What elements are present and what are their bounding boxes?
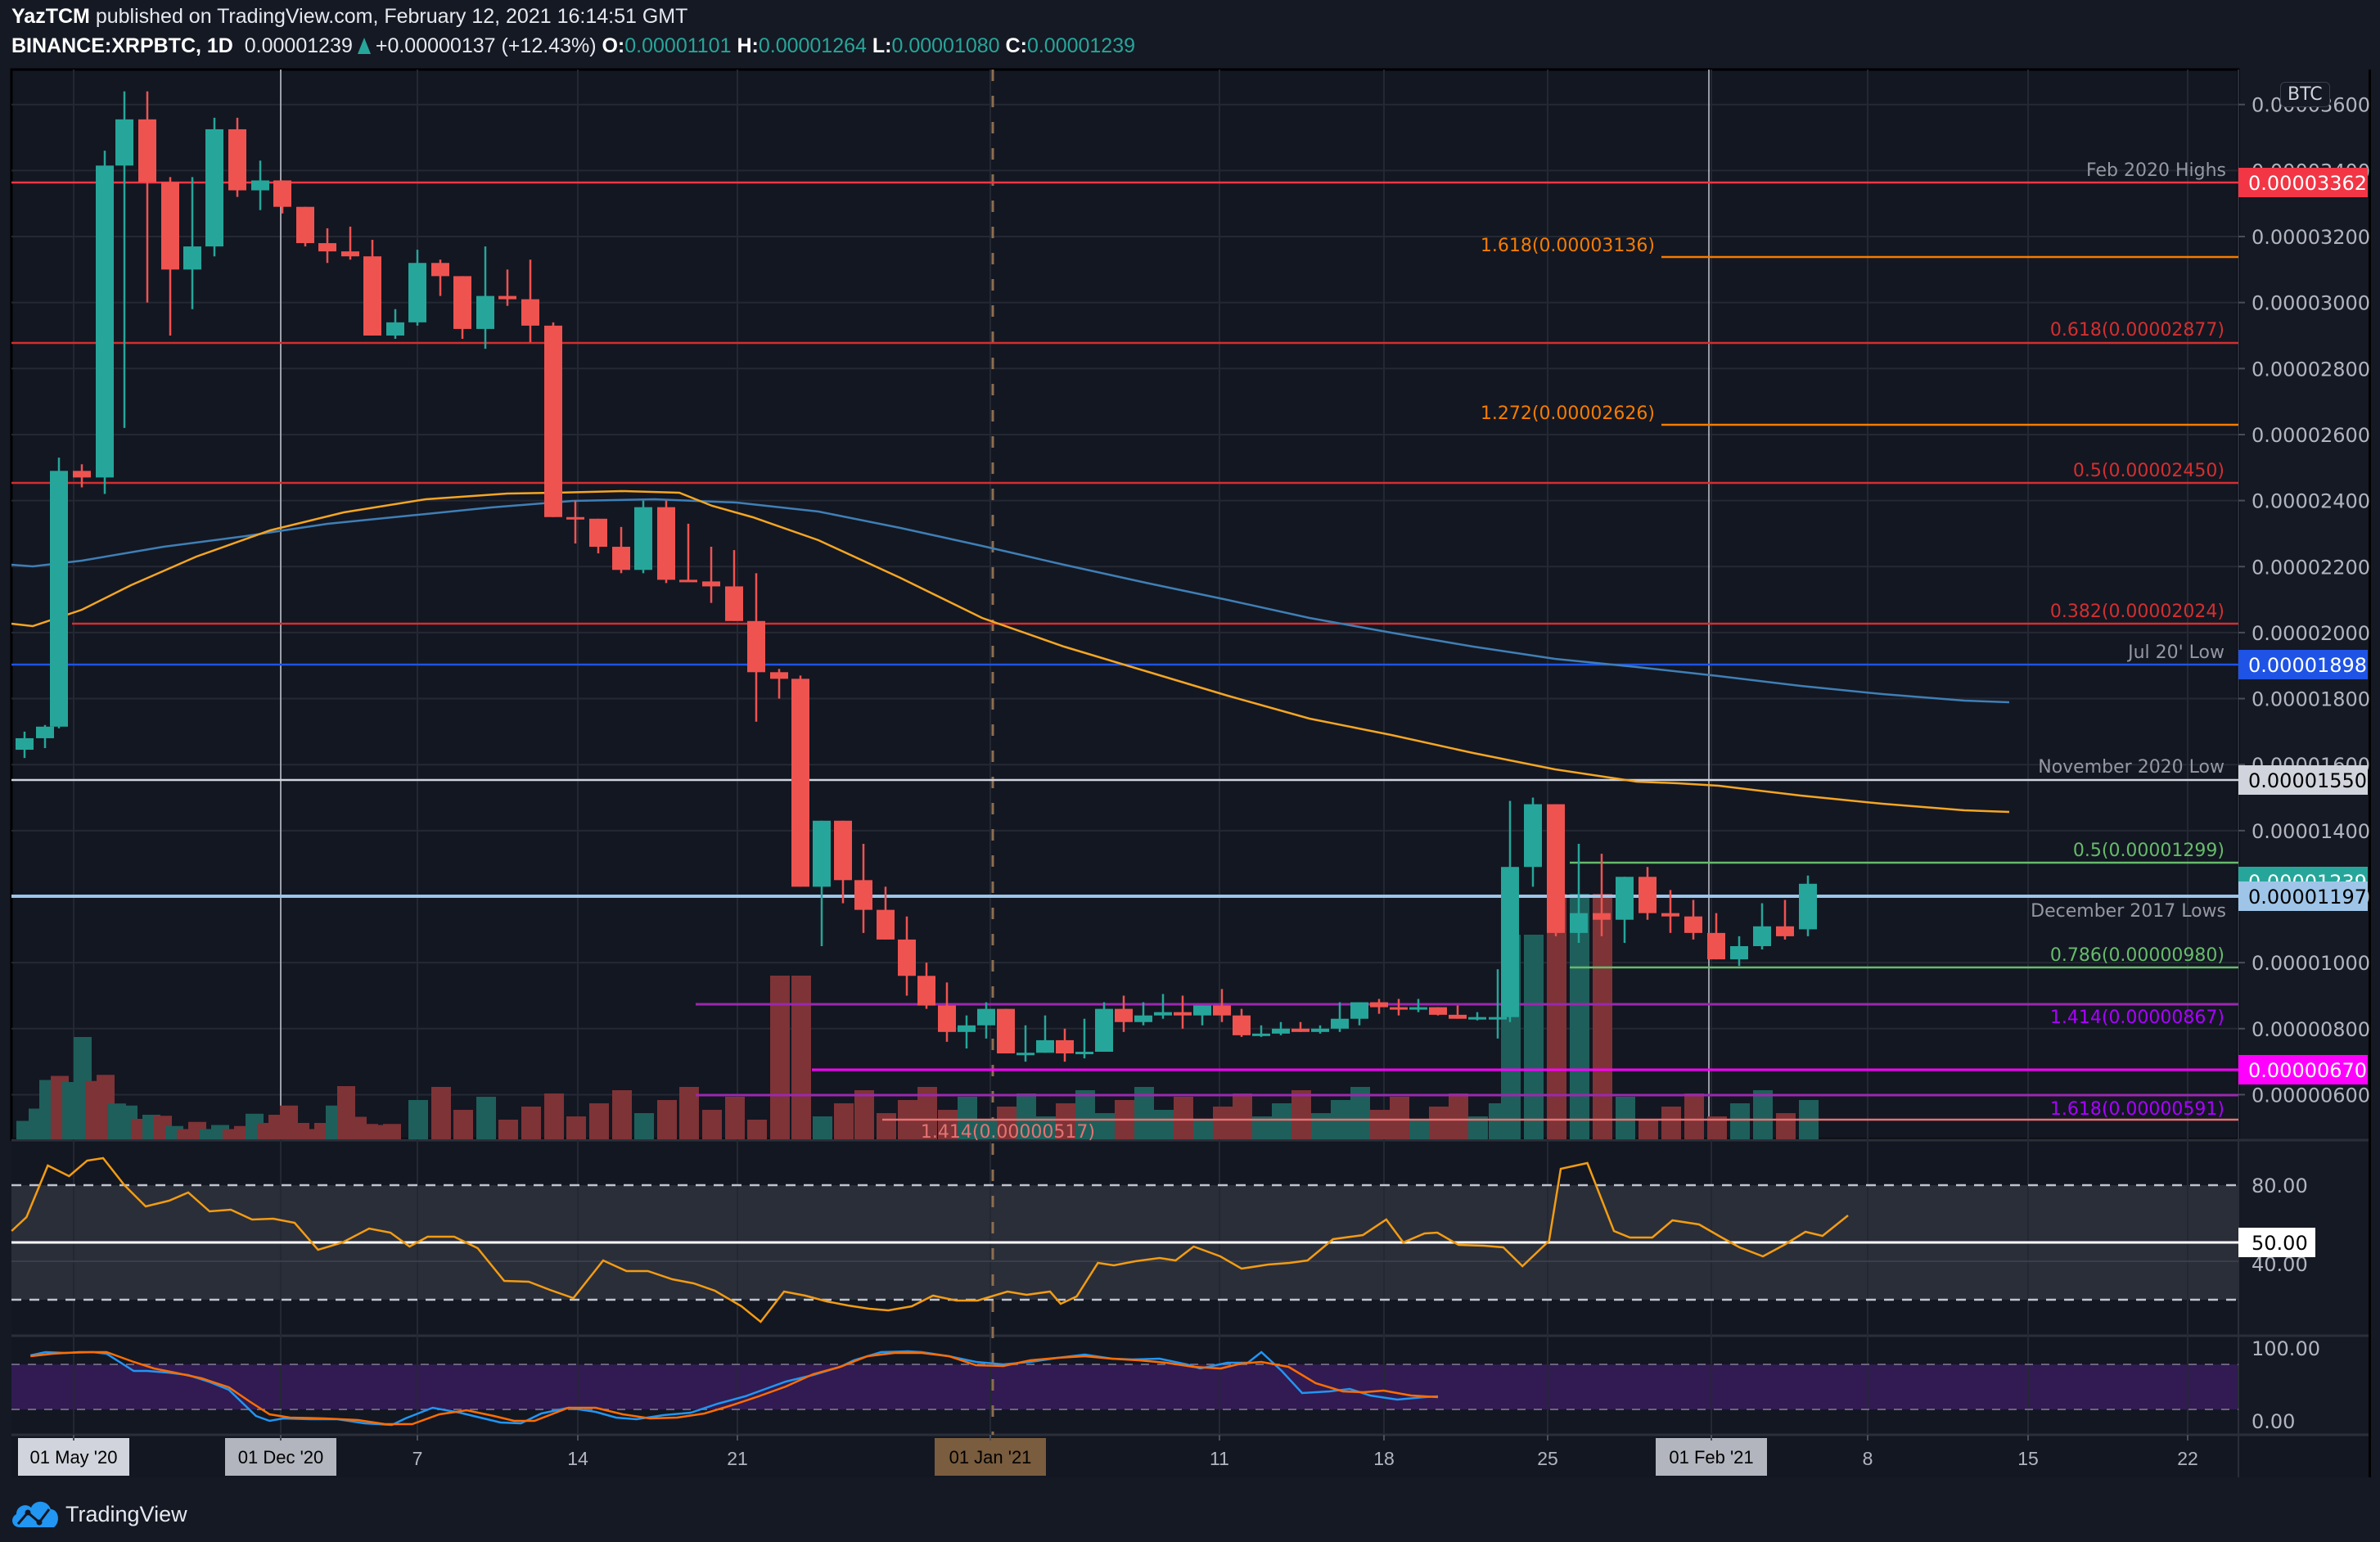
tradingview-brand: TradingView [65, 1501, 187, 1526]
moving-averages [11, 489, 2010, 814]
up-arrow-icon [357, 38, 371, 54]
svg-text:01 Jan '21: 01 Jan '21 [949, 1447, 1032, 1468]
svg-text:0.00002400: 0.00002400 [2252, 490, 2370, 513]
svg-text:0.5(0.00002450): 0.5(0.00002450) [2073, 461, 2224, 481]
svg-text:01 Feb '21: 01 Feb '21 [1669, 1447, 1753, 1468]
svg-text:November 2020 Low: November 2020 Low [2038, 757, 2224, 778]
svg-text:0.00000670: 0.00000670 [2248, 1059, 2367, 1082]
svg-text:01 May '20: 01 May '20 [30, 1447, 118, 1468]
svg-text:0.00002200: 0.00002200 [2252, 556, 2370, 579]
author-name: YazTCM [11, 5, 90, 28]
svg-text:0.00001400: 0.00001400 [2252, 820, 2370, 843]
low-label: L: [872, 34, 892, 57]
symbol-title[interactable]: BINANCE:XRPBTC, 1D [11, 34, 233, 57]
time-axis[interactable]: 01 May '20 01 Dec '20 7 14 21 01 Jan '21 11 18 2… [18, 1435, 2198, 1476]
svg-text:25: 25 [1537, 1448, 1558, 1469]
symbol-legend: BINANCE:XRPBTC, 1D 0.00001239 +0.00000137… [11, 34, 1135, 58]
svg-text:0.00001550: 0.00001550 [2248, 769, 2367, 792]
svg-text:Feb 2020 Highs: Feb 2020 Highs [2086, 160, 2226, 181]
svg-text:11: 11 [1210, 1448, 1229, 1469]
svg-text:0.618(0.00002877): 0.618(0.00002877) [2050, 320, 2224, 340]
close-label: C: [1005, 34, 1027, 57]
candlesticks [16, 91, 1817, 1062]
svg-text:0.00001898: 0.00001898 [2248, 654, 2367, 677]
svg-text:0.00002800: 0.00002800 [2252, 358, 2370, 381]
svg-text:0.00001000: 0.00001000 [2252, 952, 2370, 975]
high-value: 0.00001264 [758, 34, 867, 57]
svg-text:0.00: 0.00 [2252, 1410, 2295, 1433]
svg-text:0.00001800: 0.00001800 [2252, 688, 2370, 711]
svg-text:50.00: 50.00 [2252, 1232, 2308, 1255]
svg-text:0.00003000: 0.00003000 [2252, 292, 2370, 315]
close-value: 0.00001239 [1026, 34, 1136, 57]
low-value: 0.00001080 [891, 34, 1000, 57]
svg-text:1.414(0.00000517): 1.414(0.00000517) [921, 1122, 1095, 1143]
svg-text:0.5(0.00001299): 0.5(0.00001299) [2073, 841, 2224, 861]
svg-text:1.618(0.00003136): 1.618(0.00003136) [1481, 236, 1655, 256]
tradingview-cloud-logo-icon [12, 1501, 58, 1527]
publish-info: published on TradingView.com, February 1… [95, 5, 688, 28]
last-price: 0.00001239 [244, 34, 353, 57]
open-value: 0.00001101 [624, 34, 732, 57]
svg-text:1.618(0.00000591): 1.618(0.00000591) [2050, 1099, 2224, 1120]
svg-text:100.00: 100.00 [2252, 1337, 2320, 1360]
svg-text:18: 18 [1373, 1448, 1395, 1469]
price-change: +0.00000137 (+12.43%) [375, 34, 597, 57]
svg-text:1.414(0.00000867): 1.414(0.00000867) [2050, 1008, 2224, 1028]
svg-text:0.00003362: 0.00003362 [2248, 172, 2367, 195]
svg-text:Jul 20' Low: Jul 20' Low [2126, 642, 2224, 663]
svg-text:0.00000600: 0.00000600 [2252, 1084, 2370, 1107]
svg-text:0.00002000: 0.00002000 [2252, 622, 2370, 645]
svg-text:0.00002600: 0.00002600 [2252, 424, 2370, 447]
open-label: O: [602, 34, 625, 57]
svg-text:21: 21 [727, 1448, 748, 1469]
svg-text:22: 22 [2177, 1448, 2198, 1469]
currency-badge[interactable]: BTC [2280, 82, 2330, 107]
tradingview-footer[interactable]: TradingView [10, 1498, 187, 1531]
svg-text:14: 14 [567, 1448, 588, 1469]
svg-text:0.00003200: 0.00003200 [2252, 226, 2370, 249]
svg-text:0.00001197: 0.00001197 [2248, 886, 2367, 909]
svg-text:0.382(0.00002024): 0.382(0.00002024) [2050, 602, 2224, 622]
svg-text:15: 15 [2017, 1448, 2039, 1469]
svg-text:01 Dec '20: 01 Dec '20 [238, 1447, 324, 1468]
high-label: H: [737, 34, 759, 57]
publish-line: YazTCM published on TradingView.com, Feb… [11, 5, 687, 29]
svg-text:0.00000800: 0.00000800 [2252, 1018, 2370, 1041]
grid-lines [11, 70, 2238, 1435]
svg-text:8: 8 [1863, 1448, 1873, 1469]
svg-text:December 2017 Lows: December 2017 Lows [2031, 901, 2226, 922]
svg-text:1.272(0.00002626): 1.272(0.00002626) [1481, 404, 1655, 424]
svg-text:0.786(0.00000980): 0.786(0.00000980) [2050, 945, 2224, 966]
svg-text:80.00: 80.00 [2252, 1175, 2308, 1197]
volume-bars [16, 894, 1819, 1139]
price-axis[interactable]: 0.000036000.000034000.000032000.00003000… [2238, 94, 2370, 1107]
svg-text:7: 7 [412, 1448, 423, 1469]
